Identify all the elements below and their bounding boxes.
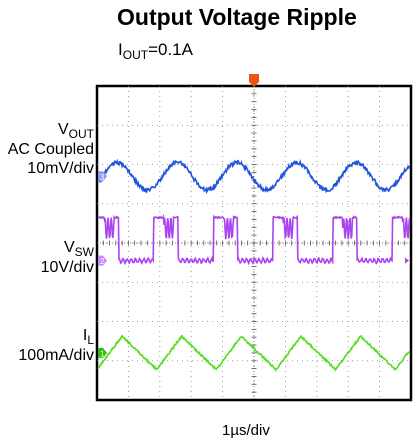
channel-marker-2: 2 (98, 255, 107, 266)
vsw-name-main: V (63, 239, 75, 256)
subtitle-symbol: I (118, 40, 123, 59)
trace-out (97, 158, 411, 195)
il-name-sub: L (87, 333, 94, 347)
vsw-name: VSW (41, 238, 94, 259)
il-scale: 100mA/div (18, 347, 94, 364)
vout-name-sub: OUT (68, 127, 94, 141)
vout-scale: 10mV/div (27, 160, 94, 177)
vsw-scale: 10V/div (40, 259, 94, 276)
channel-marker-1: 1 (98, 347, 107, 358)
il-channel-label: IL 100mA/div (18, 326, 94, 365)
vout-name-main: V (57, 121, 69, 138)
vout-channel-label: VOUT AC Coupled 10mV/div (8, 120, 94, 178)
il-name-main: I (82, 327, 88, 344)
vsw-offscreen-marker (405, 257, 409, 264)
vout-coupling: AC Coupled (7, 141, 94, 158)
trace-sw (97, 213, 411, 266)
trace-l (97, 334, 411, 372)
svg-text:2: 2 (100, 257, 105, 266)
svg-text:1: 1 (100, 349, 105, 358)
vsw-channel-label: VSW 10V/div (41, 238, 94, 277)
il-name: IL (18, 326, 94, 347)
trigger-marker (249, 74, 259, 87)
chart-title: Output Voltage Ripple (117, 4, 357, 30)
vsw-name-sub: SW (74, 245, 94, 259)
subtitle-subscript: OUT (122, 48, 149, 62)
chart-subtitle: IOUT=0.1A (118, 40, 193, 62)
vout-name: VOUT (8, 120, 94, 141)
x-axis-label: 1µs/div (222, 422, 270, 439)
svg-text:3: 3 (100, 173, 105, 182)
channel-marker-3: 3 (98, 171, 107, 182)
subtitle-value: =0.1A (148, 40, 193, 59)
